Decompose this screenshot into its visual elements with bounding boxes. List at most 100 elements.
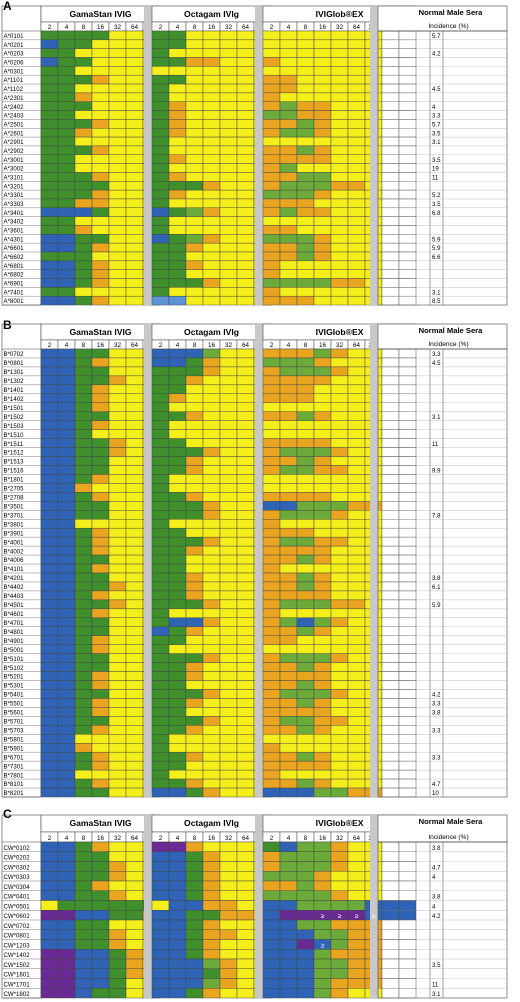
titer-cell [313, 260, 332, 270]
titer-cell [91, 456, 110, 466]
titer-cell [40, 841, 59, 852]
incidence-value: 4 [432, 903, 436, 910]
titer-cell [40, 295, 59, 306]
titer-cell [125, 163, 144, 173]
titer-cell [185, 769, 204, 780]
incidence-value: 4.5 [432, 360, 441, 367]
titer-cell [398, 92, 417, 102]
titer-cell [219, 760, 238, 771]
titer-cell [185, 348, 204, 359]
titer-cell [279, 949, 298, 960]
titer-cell [125, 841, 144, 852]
titer-cell [330, 689, 349, 699]
dilution-label: 8 [82, 24, 86, 31]
titer-cell [125, 136, 144, 147]
titer-cell [219, 787, 238, 798]
titer-cell [296, 554, 315, 565]
titer-cell [185, 617, 204, 627]
titer-cell [168, 563, 187, 574]
titer-cell [381, 787, 400, 798]
titer-cell [108, 743, 127, 753]
titer-cell [40, 988, 59, 999]
titer-cell [40, 234, 59, 244]
titer-cell [313, 74, 332, 85]
titer-cell [168, 269, 187, 279]
product-header: IVIGlob®EX [316, 327, 364, 337]
titer-cell [330, 447, 349, 457]
allele-label: CW*0102 [4, 845, 31, 852]
titer-cell [296, 357, 315, 368]
titer-cell [57, 653, 76, 663]
titer-cell [296, 841, 315, 852]
dilution-label: 64 [242, 342, 250, 349]
titer-cell [236, 295, 255, 306]
titer-cell [108, 357, 127, 368]
titer-cell [398, 978, 417, 989]
allele-label: A*0203 [4, 51, 25, 58]
titer-cell [202, 57, 221, 67]
titer-cell [168, 626, 187, 636]
titer-cell [125, 929, 144, 940]
titer-cell [347, 939, 366, 950]
titer-cell [279, 402, 298, 412]
titer-cell [381, 778, 400, 789]
titer-cell [262, 787, 281, 798]
titer-cell [347, 716, 366, 726]
titer-cell [398, 234, 417, 244]
titer-cell [168, 216, 187, 226]
titer-cell [40, 181, 59, 191]
titer-cell [40, 501, 59, 511]
titer-cell [398, 554, 417, 565]
titer-cell [125, 751, 144, 762]
incidence-value: 3.3 [432, 701, 441, 708]
allele-label: B*4403 [4, 593, 25, 600]
ge-mark: ≥ [355, 913, 359, 920]
titer-cell [151, 216, 170, 226]
titer-cell [398, 189, 417, 200]
titer-cell [296, 725, 315, 735]
titer-cell [313, 393, 332, 403]
titer-cell [202, 429, 221, 439]
titer-cell [279, 716, 298, 726]
titer-cell [330, 128, 349, 138]
titer-cell [236, 136, 255, 147]
titer-cell [168, 519, 187, 529]
titer-cell [202, 608, 221, 619]
titer-cell [151, 545, 170, 556]
titer-cell [279, 698, 298, 708]
titer-cell [202, 617, 221, 627]
titer-cell [74, 725, 93, 735]
titer-cell [347, 841, 366, 852]
titer-cell [202, 871, 221, 882]
titer-cell [262, 563, 281, 574]
titer-cell [151, 198, 170, 209]
titer-cell [91, 251, 110, 262]
titer-cell [74, 39, 93, 49]
titer-cell [398, 590, 417, 601]
titer-cell [74, 599, 93, 610]
titer-cell [381, 420, 400, 430]
dilution-label: 32 [114, 24, 122, 31]
titer-cell [108, 653, 127, 663]
titer-cell [40, 348, 59, 359]
titer-cell [74, 841, 93, 852]
titer-cell [262, 734, 281, 744]
titer-cell [381, 39, 400, 49]
titer-cell [185, 988, 204, 999]
titer-cell [125, 145, 144, 155]
titer-cell [168, 635, 187, 645]
titer-cell [108, 787, 127, 798]
titer-cell [57, 599, 76, 610]
titer-cell [219, 447, 238, 457]
titer-cell [236, 716, 255, 726]
titer-cell [313, 880, 332, 891]
titer-cell [125, 939, 144, 950]
titer-cell [262, 366, 281, 377]
titer-cell [202, 384, 221, 395]
titer-cell [330, 366, 349, 377]
titer-cell [125, 581, 144, 592]
titer-cell [168, 841, 187, 852]
titer-cell [313, 189, 332, 200]
titer-cell [168, 278, 187, 288]
titer-cell [125, 348, 144, 359]
